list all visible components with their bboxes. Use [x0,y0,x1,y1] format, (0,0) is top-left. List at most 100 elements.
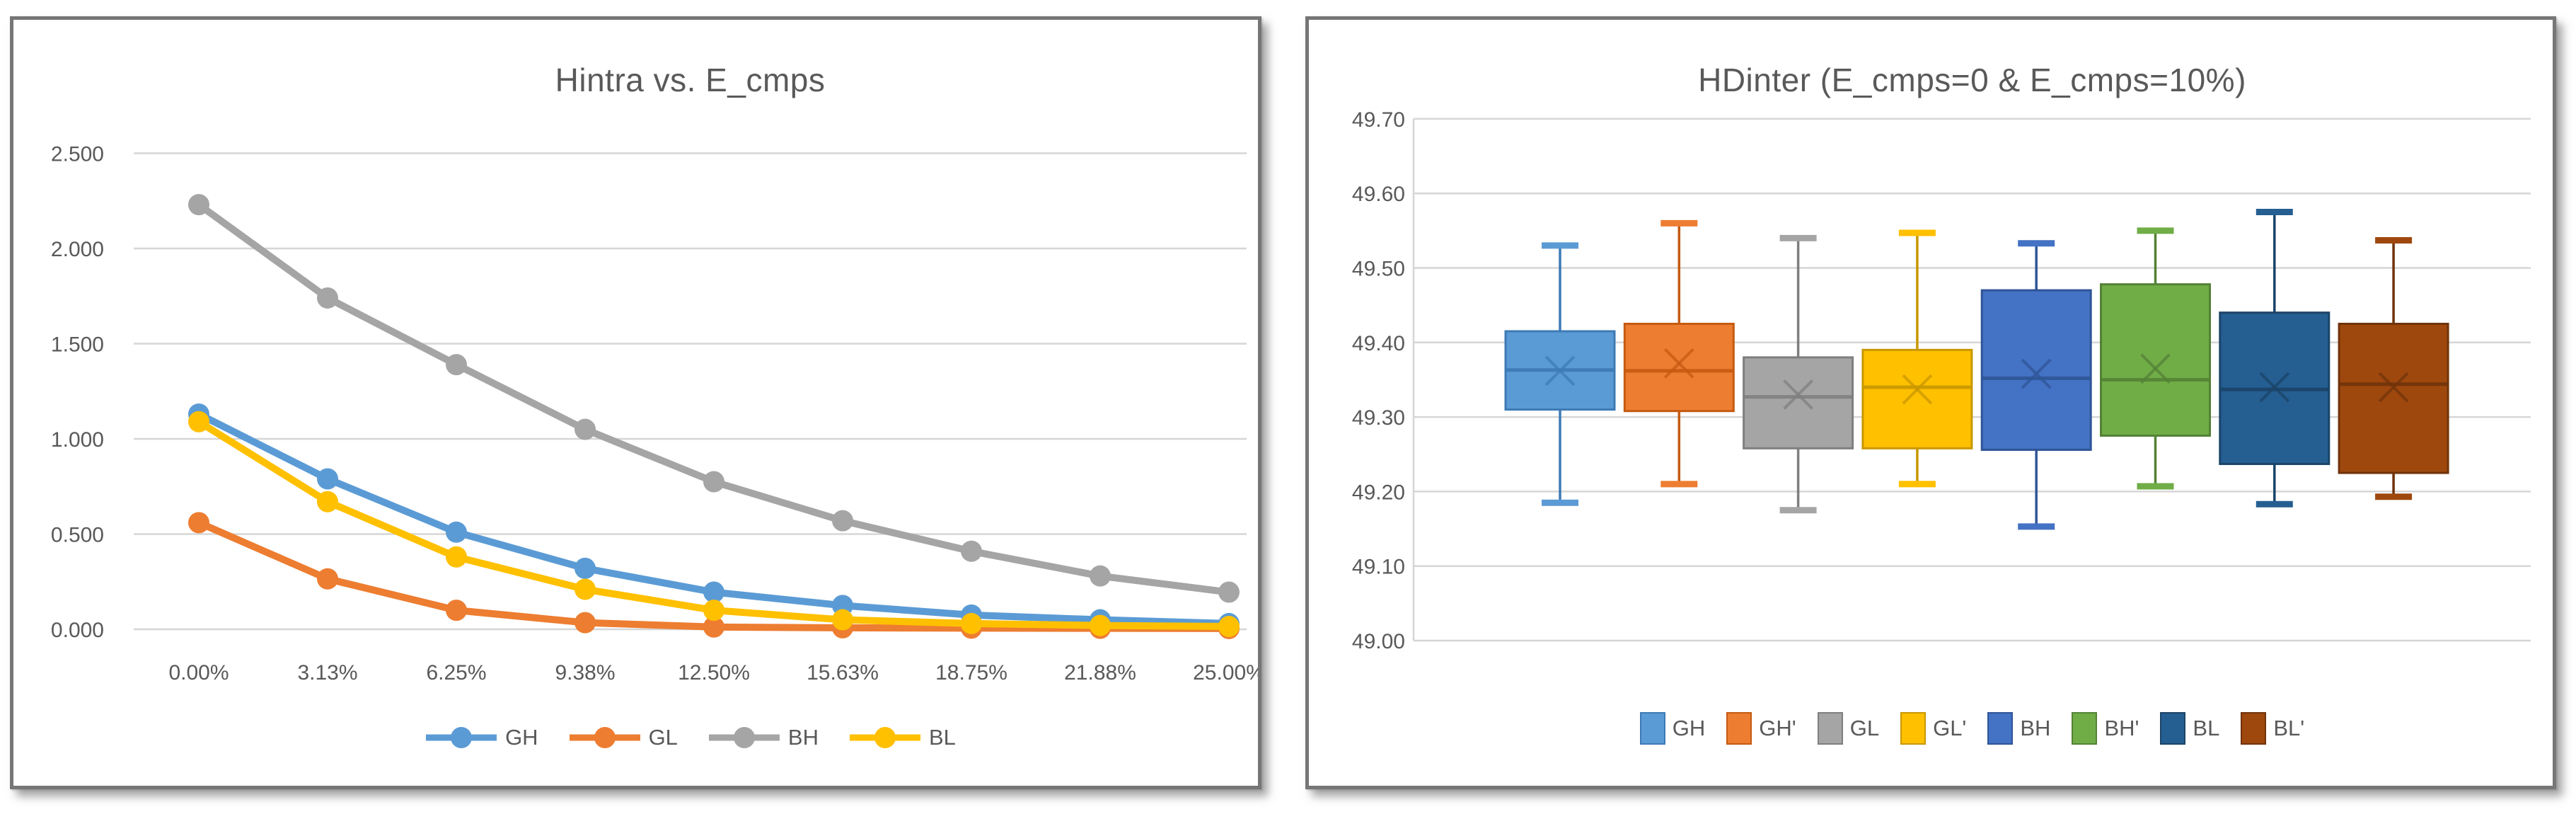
data-point-marker [317,287,338,309]
data-point-marker [961,612,982,634]
y-tick-label: 0.500 [51,524,104,547]
legend-swatch [1639,712,1665,745]
series-BH [188,194,1240,603]
y-tick-label: 49.70 [1352,108,1405,132]
legend-item-GH: GH [424,725,538,750]
legend-label: GH [1672,716,1706,740]
data-point-marker [703,581,724,603]
y-tick-label: 49.50 [1352,258,1405,281]
data-point-marker [188,194,209,216]
legend-item-BL': BL' [2241,712,2304,745]
legend-item-BL: BL [2160,712,2219,745]
legend-marker-dot [594,727,616,748]
line-chart-legend: GH GL BH BL [134,719,1247,756]
legend-item-BH: BH [1987,712,2050,745]
legend-label: BH [2020,716,2051,740]
legend-item-GH': GH' [1726,712,1796,745]
legend-label: BL' [2273,716,2305,740]
legend-item-BH: BH [707,725,819,750]
legend-item-BL: BL [848,725,956,750]
legend-label: GL [1849,716,1880,740]
legend-line-marker-glyph [850,727,920,748]
mean-x-marker [2021,358,2052,389]
y-tick-label: 49.60 [1352,183,1405,206]
y-tick-label: 49.00 [1352,630,1405,653]
legend-swatch [1726,712,1752,745]
data-point-marker [574,418,596,440]
y-tick-label: 49.20 [1352,481,1405,504]
legend-label: BH [787,725,819,750]
y-tick-label: 49.10 [1352,556,1405,579]
iqr-box [1623,322,1735,413]
box-BL' [2338,237,2449,500]
mean-x-marker [1663,348,1694,379]
iqr-box [1743,356,1854,449]
legend-swatch [2160,712,2186,745]
box-BH [1980,240,2092,530]
data-point-marker [188,512,209,534]
legend-marker-dot [874,727,896,748]
data-point-marker [703,616,724,638]
legend-label: BL [2193,716,2220,740]
y-axis-tick-labels: 0.000 0.500 1.000 1.500 2.000 2.500 [51,143,104,643]
data-point-marker [317,468,338,490]
boxplot-chart-title: HDinter (E_cmps=0 & E_cmps=10%) [1698,62,2246,98]
x-tick-label: 0.00% [168,661,229,685]
iqr-box [2100,283,2211,437]
data-point-marker [1218,581,1240,603]
data-point-marker [703,600,724,622]
data-point-marker [1218,615,1240,637]
legend-swatch [1817,712,1843,745]
legend-marker-dot [451,727,473,748]
legend-swatch [1900,712,1927,745]
box-BH' [2100,227,2211,490]
mean-x-marker [1783,379,1814,410]
legend-label: GL [648,725,678,750]
y-gridlines [134,152,1247,631]
data-point-marker [317,491,338,512]
mean-x-marker [2378,372,2409,403]
x-tick-label: 3.13% [297,661,357,685]
y-tick-label: 1.500 [51,333,104,357]
line-chart-title: Hintra vs. E_cmps [555,62,826,98]
legend-item-GL': GL' [1900,712,1966,745]
series-BL [188,411,1240,637]
box-GL [1743,234,1854,514]
mean-x-marker [1902,374,1933,405]
y-axis-tick-labels: 49.00 49.10 49.20 49.30 49.40 49.50 49.60 49.70 [1352,108,1405,653]
data-point-marker [574,612,596,634]
legend-marker-dot [733,727,755,748]
x-axis-tick-labels: 0.00% 3.13% 6.25% 9.38% 12.50% 15.63% 18.75% 21… [168,661,1258,685]
mean-x-marker [2140,353,2171,384]
box-GL' [1861,229,1973,488]
data-point-marker [961,540,982,562]
y-tick-label: 49.40 [1352,332,1405,355]
x-tick-label: 18.75% [935,661,1007,685]
legend-line-marker-glyph [708,727,780,748]
legend-label: GL' [1933,716,1967,740]
data-point-marker [1090,614,1111,636]
legend-label: BL [929,725,956,750]
data-point-marker [703,471,724,493]
data-point-marker [574,578,596,600]
data-point-marker [574,557,596,579]
y-tick-label: 2.000 [51,238,104,261]
x-tick-label: 6.25% [426,661,486,685]
legend-item-BH': BH' [2072,712,2139,745]
mean-x-marker [2259,372,2290,403]
legend-label: GH' [1759,716,1796,740]
legend-item-GL: GL [1817,712,1880,745]
legend-label: BH' [2104,716,2139,740]
iqr-box [2338,322,2449,474]
data-point-marker [832,609,853,631]
legend-item-GH: GH [1639,712,1706,745]
x-tick-label: 21.88% [1064,661,1136,685]
mean-x-marker [1544,355,1576,386]
legend-item-GL: GL [568,725,678,750]
line-chart-plot-area: 0.000 0.500 1.000 1.500 2.000 2.500 0.00% 3.13%… [51,143,1258,685]
x-tick-label: 25.00% [1193,661,1258,685]
x-tick-label: 9.38% [555,661,615,685]
iqr-box [1861,348,1973,449]
data-point-marker [188,411,209,433]
x-tick-label: 15.63% [807,661,879,685]
